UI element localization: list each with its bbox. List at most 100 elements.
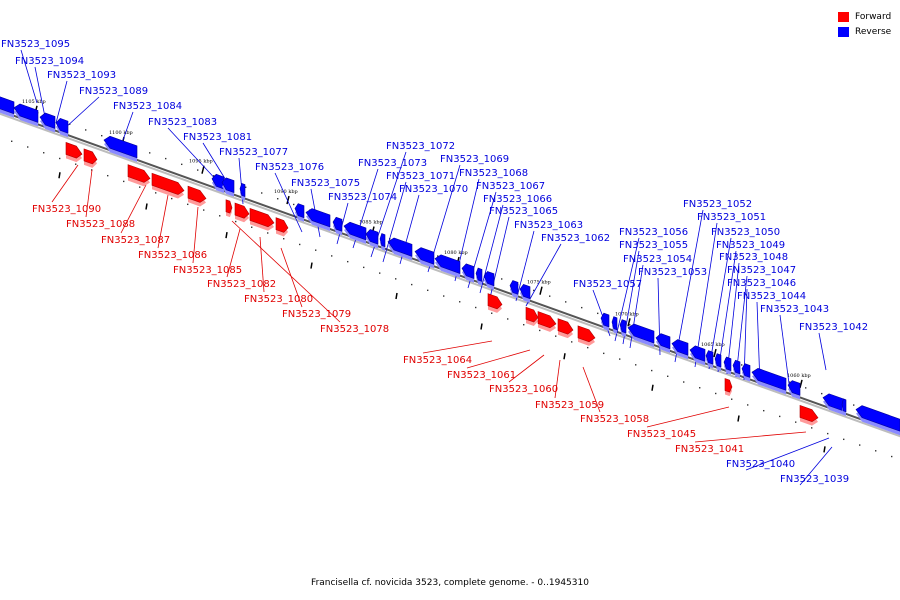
- gene-glyph: [671, 339, 689, 360]
- gene-label: FN3523_1039: [780, 474, 849, 485]
- kbp-tick-mark-lower: [480, 323, 483, 330]
- reverse-swatch: [838, 26, 849, 37]
- gene-label: FN3523_1082: [207, 279, 276, 290]
- gene-leader-line: [422, 340, 493, 354]
- gene-glyph: [103, 135, 138, 162]
- gene-leader-line: [55, 80, 68, 124]
- kbp-tick-mark-lower: [225, 231, 228, 239]
- kbp-tick-mark-lower: [310, 262, 313, 269]
- gene-leader-line: [674, 209, 704, 363]
- forward-swatch: [838, 11, 849, 22]
- gene-glyph: [387, 237, 413, 261]
- gene-label: FN3523_1042: [799, 322, 868, 333]
- gene-label: FN3523_1051: [697, 212, 766, 223]
- gene-glyph: [294, 203, 305, 222]
- gene-leader-line: [508, 354, 545, 383]
- kbp-tick-label: 1105 kbp: [22, 99, 46, 105]
- gene-glyph: [55, 118, 69, 138]
- kbp-tick-mark: [713, 348, 717, 358]
- gene-glyph: [275, 217, 289, 237]
- gene-label: FN3523_1075: [291, 178, 360, 189]
- gene-leader-line: [34, 66, 46, 118]
- gene-label: FN3523_1071: [386, 171, 455, 182]
- gene-label: FN3523_1046: [727, 278, 796, 289]
- gene-label: FN3523_1041: [675, 444, 744, 455]
- gene-leader-line: [694, 222, 718, 368]
- gene-label: FN3523_1049: [716, 240, 785, 251]
- gene-label: FN3523_1089: [79, 86, 148, 97]
- gene-label: FN3523_1048: [719, 252, 788, 263]
- gene-label: FN3523_1076: [255, 162, 324, 173]
- gene-glyph: [211, 173, 225, 194]
- gene-label: FN3523_1062: [541, 233, 610, 244]
- kbp-tick-mark-lower: [58, 172, 61, 179]
- gene-glyph: [239, 183, 246, 201]
- gene-glyph: [787, 380, 801, 400]
- gene-glyph: [151, 172, 185, 199]
- gene-glyph: [475, 267, 483, 286]
- legend-reverse: Reverse: [838, 24, 891, 39]
- gene-label: FN3523_1074: [328, 192, 397, 203]
- gene-glyph: [187, 185, 207, 207]
- gene-glyph: [434, 254, 461, 278]
- kbp-tick-mark-lower: [737, 415, 740, 422]
- gene-glyph: [577, 325, 596, 346]
- kbp-tick-label: 1095 kbp: [189, 159, 213, 165]
- gene-glyph: [525, 306, 539, 327]
- gene-leader-line: [231, 220, 341, 323]
- gene-glyphs: [0, 96, 900, 436]
- kbp-tick-mark-lower: [395, 292, 398, 300]
- gene-leader-line: [646, 406, 730, 428]
- gene-glyph: [65, 142, 83, 163]
- gene-leader-line: [280, 247, 303, 308]
- gene-leader-line: [479, 204, 504, 294]
- gene-leader-line: [694, 431, 807, 443]
- gene-glyph: [487, 293, 503, 313]
- gene-glyph: [249, 207, 275, 231]
- kbp-tick-label: 1070 kbp: [615, 311, 639, 317]
- gene-label: FN3523_1053: [638, 267, 707, 278]
- gene-leader-line: [799, 446, 833, 486]
- gene-glyph: [483, 271, 495, 290]
- genome-caption: Francisella cf. novicida 3523, complete …: [311, 578, 589, 588]
- gene-label: FN3523_1093: [47, 70, 116, 81]
- gene-label: FN3523_1059: [535, 400, 604, 411]
- gene-glyph: [611, 316, 618, 334]
- gene-label: FN3523_1080: [244, 294, 313, 305]
- gene-glyph: [225, 199, 233, 218]
- gene-label: FN3523_1064: [403, 355, 472, 366]
- genome-axis-shadow: [0, 112, 900, 438]
- gene-glyph: [365, 229, 379, 249]
- gene-leader-line: [525, 243, 562, 307]
- gene-glyph: [39, 112, 56, 133]
- gene-leader-line: [274, 172, 303, 233]
- gene-glyph: [379, 233, 386, 251]
- legend-forward: Forward: [838, 9, 891, 24]
- gene-label: FN3523_1061: [447, 370, 516, 381]
- gene-glyph: [705, 350, 714, 369]
- gene-glyph: [83, 148, 98, 168]
- gene-label: FN3523_1047: [727, 265, 796, 276]
- gene-leader-line: [735, 275, 748, 378]
- gene-label: FN3523_1065: [489, 206, 558, 217]
- gene-label: FN3523_1066: [483, 194, 552, 205]
- gene-leader-line: [20, 49, 38, 104]
- kbp-tick-mark-lower: [823, 446, 826, 453]
- kbp-tick-mark-lower: [145, 203, 148, 210]
- legend: Forward Reverse: [838, 9, 891, 39]
- gene-label: FN3523_1081: [183, 132, 252, 143]
- gene-label: FN3523_1044: [737, 291, 806, 302]
- kbp-tick-mark: [539, 286, 543, 295]
- gene-leader-line: [336, 202, 349, 245]
- gene-glyph: [841, 398, 847, 416]
- gene-glyph: [332, 216, 343, 236]
- gene-leader-line: [51, 164, 79, 203]
- gene-label: FN3523_1068: [459, 168, 528, 179]
- kbp-tick-label: 1080 kbp: [444, 250, 468, 256]
- gene-label: FN3523_1085: [173, 265, 242, 276]
- gene-glyph: [751, 368, 787, 395]
- gene-label: FN3523_1083: [148, 117, 217, 128]
- gene-label: FN3523_1045: [627, 429, 696, 440]
- gene-label: FN3523_1069: [440, 154, 509, 165]
